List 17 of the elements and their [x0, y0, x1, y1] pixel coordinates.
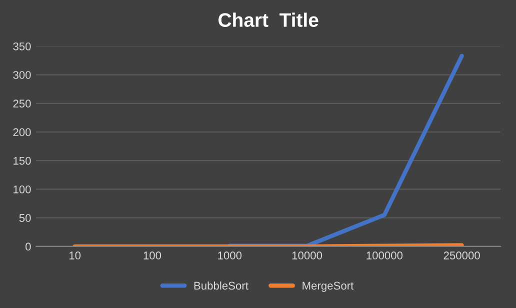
chart-title: Chart Title	[218, 12, 318, 27]
y-tick-label: 300	[13, 71, 31, 79]
legend-label: BubbleSort	[194, 281, 248, 290]
x-tick-label: 10	[69, 252, 81, 260]
y-tick-label: 200	[13, 128, 31, 136]
x-tick-label: 10000	[292, 252, 322, 260]
x-tick-label: 1000	[218, 252, 242, 260]
y-tick-label: 250	[13, 100, 31, 108]
y-tick-label: 350	[13, 42, 31, 50]
y-tick-label: 150	[14, 156, 31, 165]
x-tick-label: 100000	[366, 252, 403, 260]
y-tick-label: 50	[19, 214, 31, 222]
y-tick-label: 0	[26, 242, 31, 251]
x-tick-label: 100	[144, 252, 162, 260]
x-tick-label: 250000	[444, 252, 480, 260]
y-tick-label: 100	[14, 185, 31, 194]
legend-label: MergeSort	[302, 282, 354, 292]
